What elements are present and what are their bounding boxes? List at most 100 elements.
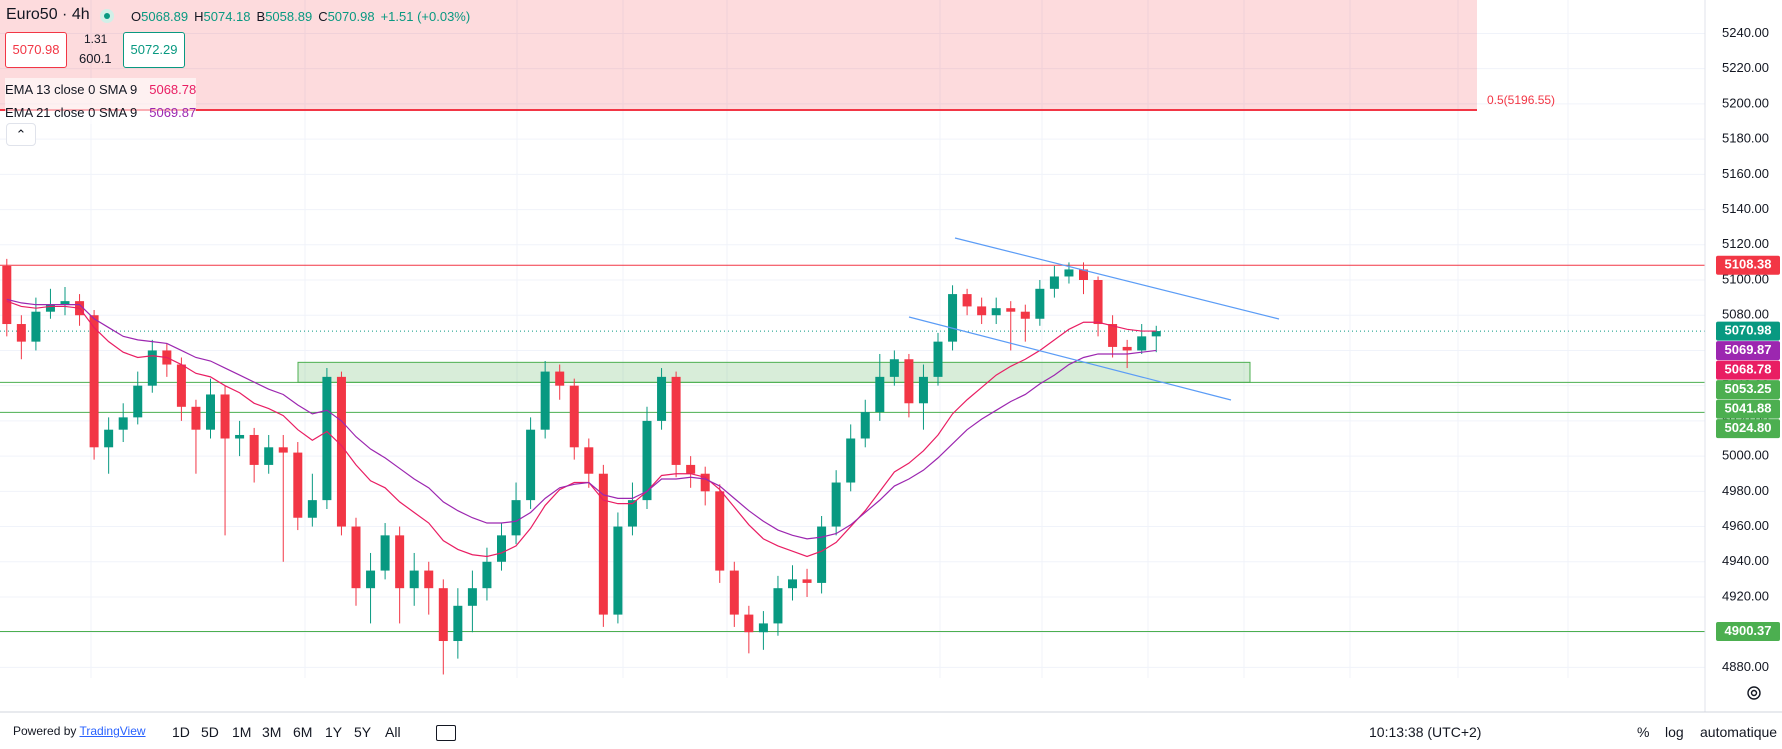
spread: 1.31 xyxy=(84,32,108,46)
ohlc-value: 5058.89 xyxy=(265,9,313,24)
y-tick-label: 5180.00 xyxy=(1722,131,1769,146)
price-label-box xyxy=(1716,622,1780,642)
log-toggle[interactable]: log xyxy=(1665,724,1684,740)
candle-body xyxy=(860,412,870,439)
volume: 600.1 xyxy=(79,51,112,66)
candle-body xyxy=(1049,276,1059,289)
candle-body xyxy=(729,570,739,615)
collapse-button[interactable]: ⌃ xyxy=(6,123,36,146)
y-tick-label: 5220.00 xyxy=(1722,60,1769,75)
ohlc-value: 5074.18 xyxy=(203,9,251,24)
candle-body xyxy=(395,535,405,589)
ohlc-key: O xyxy=(131,9,142,24)
price-axis: 4880.004900.004920.004940.004960.004980.… xyxy=(1716,25,1780,674)
candle-body xyxy=(438,588,448,642)
range-button[interactable]: 1D xyxy=(172,724,190,740)
y-tick-label: 4980.00 xyxy=(1722,483,1769,498)
candle-body xyxy=(147,350,157,386)
candle-body xyxy=(933,341,943,377)
candle-body xyxy=(482,561,492,589)
candle-body xyxy=(700,473,710,492)
price-label: 5053.25 xyxy=(1725,381,1772,396)
candle-body xyxy=(569,385,579,448)
candle-body xyxy=(2,265,12,325)
clock: 10:13:38 (UTC+2) xyxy=(1369,724,1482,740)
price-label: 5069.87 xyxy=(1725,342,1772,357)
buy-button[interactable]: 5072.29 xyxy=(123,32,185,68)
candle-body xyxy=(977,306,987,316)
range-button[interactable]: 6M xyxy=(293,724,313,740)
ema-lines xyxy=(6,298,1157,558)
candle-body xyxy=(380,535,390,571)
price-label-box xyxy=(1716,341,1780,361)
candle-body xyxy=(511,500,521,536)
sell-button[interactable]: 5070.98 xyxy=(5,32,67,68)
range-button[interactable]: 5D xyxy=(201,724,219,740)
y-tick-label: 4880.00 xyxy=(1722,659,1769,674)
candle-body xyxy=(744,614,754,633)
candle-body xyxy=(31,311,41,342)
percent-toggle[interactable]: % xyxy=(1637,724,1650,740)
price-label-box xyxy=(1716,380,1780,400)
candle-body xyxy=(409,570,419,589)
candle-body xyxy=(540,371,550,430)
candle-body xyxy=(1093,280,1103,325)
y-tick-label: 5240.00 xyxy=(1722,25,1769,40)
legend-name: EMA 13 close 0 SMA 9 xyxy=(5,82,138,97)
auto-toggle[interactable]: automatique xyxy=(1700,724,1778,740)
goto-date-icon[interactable] xyxy=(436,725,456,741)
settings-icon[interactable] xyxy=(1747,686,1761,700)
y-tick-label: 5080.00 xyxy=(1722,307,1769,322)
candle-body xyxy=(366,570,376,589)
candle-body xyxy=(889,359,899,377)
candle-body xyxy=(351,526,361,589)
range-button[interactable]: 1Y xyxy=(325,724,343,740)
trend-channel xyxy=(908,237,1280,401)
candle-body xyxy=(191,406,201,430)
price-label: 4900.37 xyxy=(1725,623,1772,638)
candle-body xyxy=(555,371,565,386)
y-tick-label: 4920.00 xyxy=(1722,588,1769,603)
candle-body xyxy=(1035,288,1045,319)
candle-body xyxy=(788,579,797,589)
market-status xyxy=(100,9,114,23)
candle-body xyxy=(264,447,274,465)
candle-body xyxy=(220,394,230,439)
ema-line xyxy=(6,298,1157,540)
candle-body xyxy=(497,535,506,562)
candle-body xyxy=(584,447,594,474)
candle-body xyxy=(278,447,288,453)
powered-label: Powered by xyxy=(13,724,77,738)
ohlc-key: C xyxy=(318,9,328,24)
price-label: 5024.80 xyxy=(1725,420,1772,435)
range-button[interactable]: 3M xyxy=(262,724,282,740)
candle-body xyxy=(817,526,827,583)
price-label: 5041.88 xyxy=(1725,401,1772,416)
price-label-box xyxy=(1716,321,1780,341)
candle-body xyxy=(235,434,245,439)
range-button[interactable]: All xyxy=(385,724,401,740)
price-label: 5068.78 xyxy=(1725,362,1772,377)
ema-line xyxy=(6,300,1157,558)
candle-body xyxy=(60,301,70,305)
symbol[interactable]: Euro50 · 4h xyxy=(6,6,90,23)
candle-body xyxy=(831,482,841,527)
candle-body xyxy=(598,473,608,615)
candle-body xyxy=(1137,336,1147,351)
candle-body xyxy=(962,294,972,307)
price-label: 5108.38 xyxy=(1725,257,1772,272)
candle-body xyxy=(686,464,696,474)
vertical-grid xyxy=(90,0,1569,678)
brand-link[interactable]: TradingView xyxy=(79,724,146,738)
range-button[interactable]: 1M xyxy=(232,724,252,740)
candle-body xyxy=(1006,308,1016,312)
candle-body xyxy=(467,588,477,606)
legend-value: 5068.78 xyxy=(149,82,197,97)
candle-body xyxy=(104,429,114,448)
legend-row: EMA 13 close 0 SMA 9 5068.78 xyxy=(5,78,197,101)
y-tick-label: 5140.00 xyxy=(1722,201,1769,216)
legend-name: EMA 21 close 0 SMA 9 xyxy=(5,105,138,120)
ohlc-key: H xyxy=(194,9,204,24)
range-button[interactable]: 5Y xyxy=(354,724,372,740)
